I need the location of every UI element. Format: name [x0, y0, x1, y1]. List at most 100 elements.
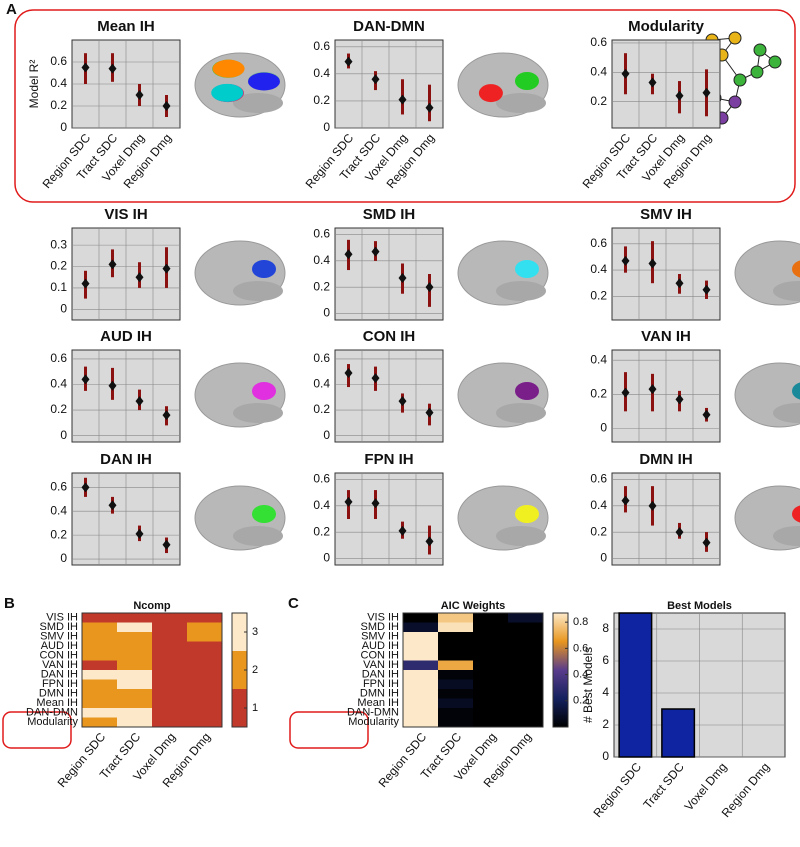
point — [398, 525, 407, 536]
heatmap-cell — [117, 717, 152, 727]
heatmap-cell — [508, 708, 543, 718]
heatmap-cell — [403, 679, 438, 689]
heatmap-cell — [403, 613, 438, 623]
brain-region — [515, 260, 539, 278]
panel-label: C — [288, 595, 299, 612]
y-tick-label: 0 — [323, 306, 330, 320]
brain-region — [212, 59, 245, 78]
chart-title: SMD IH — [363, 206, 416, 223]
point — [371, 246, 380, 257]
panel-label: B — [4, 595, 15, 612]
heatmap-cell — [117, 613, 152, 623]
chart-title: AUD IH — [100, 328, 152, 345]
brain-region — [252, 260, 276, 278]
colorbar-tick-label: 0.8 — [573, 616, 588, 628]
chart-title: AIC Weights — [441, 600, 506, 612]
row-label: DAN IH — [362, 669, 399, 681]
point — [648, 500, 657, 511]
heatmap-cell — [473, 660, 508, 670]
y-tick-label: 0.2 — [313, 524, 330, 538]
point — [675, 278, 684, 289]
heatmap-cell — [438, 641, 473, 651]
y-tick-label: 0.4 — [50, 503, 67, 517]
heatmap-cell — [117, 651, 152, 661]
row-label: Mean IH — [36, 697, 78, 709]
heatmap-cell — [438, 622, 473, 632]
y-tick-label: 0.2 — [50, 259, 67, 273]
point — [675, 90, 684, 101]
brain-image — [457, 52, 549, 118]
point — [648, 384, 657, 395]
y-tick-label: 0.6 — [590, 35, 607, 49]
row-label: DMN IH — [39, 688, 78, 700]
heatmap-cell — [403, 660, 438, 670]
heatmap-cell — [117, 641, 152, 651]
brain-image — [194, 240, 286, 306]
chart-title: DMN IH — [639, 451, 692, 468]
brain-region — [478, 84, 503, 103]
row-label: Modularity — [27, 716, 78, 728]
point — [425, 282, 434, 293]
brain-region — [247, 72, 280, 91]
heatmap-cell — [438, 660, 473, 670]
point — [81, 62, 90, 73]
heatmap-cell — [152, 670, 187, 680]
y-tick-label: 0.2 — [50, 402, 67, 416]
heatmap-cell — [438, 651, 473, 661]
heatmap-cell — [187, 717, 222, 727]
heatmap-cell — [403, 622, 438, 632]
brain-region — [792, 505, 800, 523]
heatmap-cell — [438, 717, 473, 727]
heatmap-cell — [82, 698, 117, 708]
heatmap-cell — [438, 689, 473, 699]
y-tick-label: 0.4 — [313, 498, 330, 512]
y-tick-label: 0.4 — [313, 377, 330, 391]
highlight-box — [2, 711, 72, 749]
y-tick-label: 0 — [600, 421, 607, 435]
y-tick-label: 0 — [602, 749, 609, 763]
brain-lobe — [773, 403, 800, 423]
point — [425, 536, 434, 547]
heatmap-cell — [117, 689, 152, 699]
heatmap-cell — [473, 613, 508, 623]
heatmap-cell — [403, 708, 438, 718]
point — [371, 498, 380, 509]
heatmap-cell — [403, 651, 438, 661]
brain-lobe — [773, 281, 800, 301]
y-tick-label: 0 — [323, 551, 330, 565]
heatmap-cell — [403, 641, 438, 651]
y-tick-label: 0.6 — [50, 54, 67, 68]
highlight-box — [289, 711, 369, 749]
heatmap-cell — [82, 717, 117, 727]
row-label: DAN-DMN — [26, 707, 78, 719]
row-label: FPN IH — [363, 678, 399, 690]
y-tick-label: 0.6 — [590, 236, 607, 250]
heatmap-cell — [117, 670, 152, 680]
chart-title: Ncomp — [133, 600, 171, 612]
heatmap-cell — [152, 717, 187, 727]
heatmap-cell — [187, 632, 222, 642]
heatmap-cell — [82, 670, 117, 680]
y-tick-label: 0.2 — [313, 93, 330, 107]
heatmap-cell — [117, 632, 152, 642]
y-tick-label: 0.4 — [590, 64, 607, 78]
brain-lobe — [496, 93, 546, 113]
y-tick-label: 0.4 — [50, 76, 67, 90]
heatmap-cell — [187, 698, 222, 708]
brain-image — [457, 485, 549, 551]
y-tick-label: 0.6 — [50, 480, 67, 494]
point — [621, 255, 630, 266]
heatmap-cell — [117, 622, 152, 632]
heatmap-cell — [473, 679, 508, 689]
brain-region — [515, 72, 539, 90]
point — [81, 278, 90, 289]
heatmap-cell — [187, 670, 222, 680]
heatmap-cell — [473, 651, 508, 661]
point — [108, 500, 117, 511]
heatmap-cell — [117, 708, 152, 718]
heatmap-cell — [152, 698, 187, 708]
heatmap-cell — [82, 679, 117, 689]
colorbar-tick-label: 1 — [252, 702, 258, 714]
panel-label: A — [6, 1, 17, 18]
heatmap-cell — [82, 641, 117, 651]
